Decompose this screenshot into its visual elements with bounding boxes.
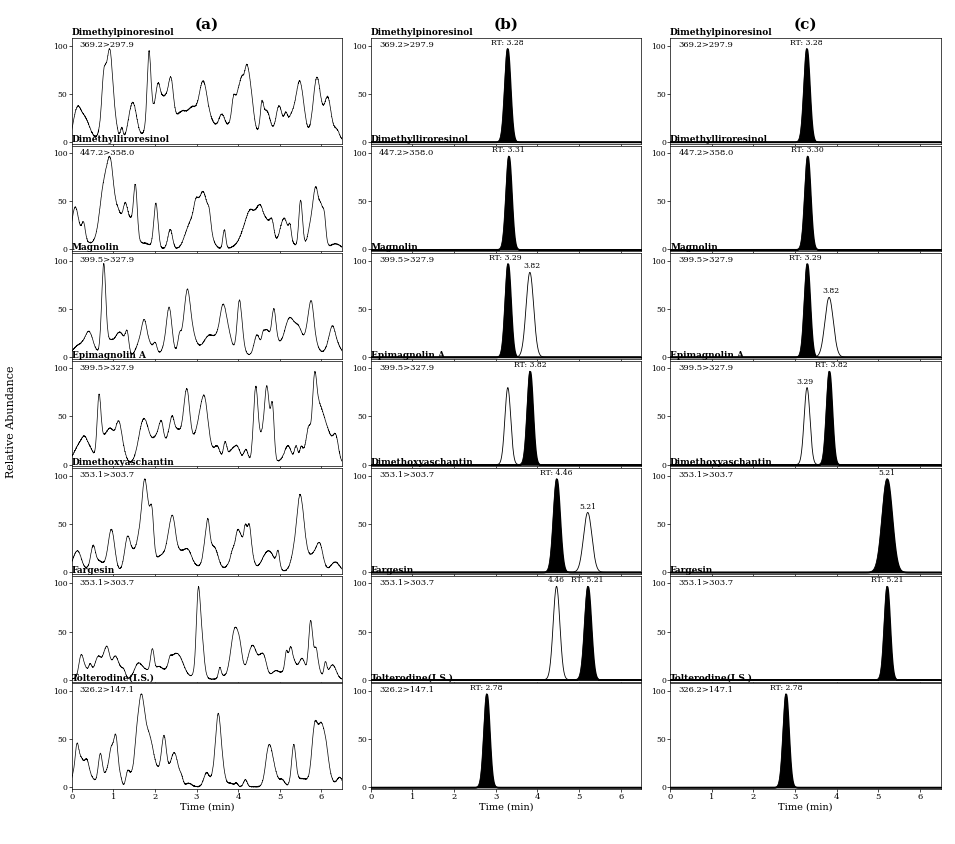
Text: Dimethylliroresinol: Dimethylliroresinol <box>72 136 170 144</box>
X-axis label: Time (min): Time (min) <box>778 803 833 812</box>
Text: 447.2>358.0: 447.2>358.0 <box>80 149 135 157</box>
X-axis label: Time (min): Time (min) <box>180 803 234 812</box>
Text: 353.1>303.7: 353.1>303.7 <box>80 579 135 587</box>
Text: Dimethylliroresinol: Dimethylliroresinol <box>670 136 768 144</box>
Text: Fargesin: Fargesin <box>72 565 115 575</box>
Text: 369.2>297.9: 369.2>297.9 <box>379 41 434 49</box>
Text: Fargesin: Fargesin <box>670 565 713 575</box>
Text: 447.2>358.0: 447.2>358.0 <box>678 149 733 157</box>
Text: RT: 5.21: RT: 5.21 <box>571 576 604 584</box>
Text: (a): (a) <box>195 17 219 31</box>
Text: RT: 3.28: RT: 3.28 <box>791 39 823 46</box>
Text: 399.5>327.9: 399.5>327.9 <box>80 364 135 372</box>
Text: RT: 4.46: RT: 4.46 <box>541 468 573 477</box>
Text: Epimagnolin A: Epimagnolin A <box>371 350 445 360</box>
Text: RT: 2.78: RT: 2.78 <box>770 684 802 692</box>
Text: RT: 5.21: RT: 5.21 <box>871 576 903 584</box>
Text: 399.5>327.9: 399.5>327.9 <box>678 364 733 372</box>
Text: Tolterodine(I.S.): Tolterodine(I.S.) <box>72 674 155 682</box>
Text: Magnolin: Magnolin <box>670 243 718 252</box>
X-axis label: Time (min): Time (min) <box>478 803 534 812</box>
Text: 399.5>327.9: 399.5>327.9 <box>379 364 435 372</box>
Text: 399.5>327.9: 399.5>327.9 <box>80 257 135 264</box>
Text: 369.2>297.9: 369.2>297.9 <box>678 41 733 49</box>
Text: Epimagnolin A: Epimagnolin A <box>72 350 145 360</box>
Text: 3.29: 3.29 <box>796 377 814 386</box>
Text: RT: 2.78: RT: 2.78 <box>470 684 503 692</box>
Text: 369.2>297.9: 369.2>297.9 <box>80 41 135 49</box>
Text: Tolterodine(I.S.): Tolterodine(I.S.) <box>371 674 454 682</box>
Text: Magnolin: Magnolin <box>72 243 119 252</box>
Text: Dimethylpinoresinol: Dimethylpinoresinol <box>72 28 174 37</box>
Text: RT: 3.82: RT: 3.82 <box>514 361 546 370</box>
Text: 326.2>147.1: 326.2>147.1 <box>678 686 733 695</box>
Text: 353.1>303.7: 353.1>303.7 <box>379 579 435 587</box>
Text: 447.2>358.0: 447.2>358.0 <box>379 149 435 157</box>
Text: 353.1>303.7: 353.1>303.7 <box>678 579 733 587</box>
Text: 5.21: 5.21 <box>879 468 896 477</box>
Text: (c): (c) <box>794 17 817 31</box>
Text: Dimethoxyaschantin: Dimethoxyaschantin <box>371 458 474 467</box>
Text: 399.5>327.9: 399.5>327.9 <box>678 257 733 264</box>
Text: 353.1>303.7: 353.1>303.7 <box>678 471 733 479</box>
Text: RT: 3.28: RT: 3.28 <box>491 39 523 46</box>
Text: 4.46: 4.46 <box>548 576 565 584</box>
Text: 353.1>303.7: 353.1>303.7 <box>379 471 435 479</box>
Text: 3.82: 3.82 <box>822 288 839 295</box>
Text: 3.82: 3.82 <box>523 262 541 270</box>
Text: Epimagnolin A: Epimagnolin A <box>670 350 744 360</box>
Text: 326.2>147.1: 326.2>147.1 <box>80 686 135 695</box>
Text: RT: 3.31: RT: 3.31 <box>492 146 525 154</box>
Text: Dimethylpinoresinol: Dimethylpinoresinol <box>371 28 474 37</box>
Text: RT: 3.82: RT: 3.82 <box>815 361 847 370</box>
Text: Dimethoxyaschantin: Dimethoxyaschantin <box>72 458 175 467</box>
Text: 5.21: 5.21 <box>580 502 596 511</box>
Text: 353.1>303.7: 353.1>303.7 <box>80 471 135 479</box>
Text: Fargesin: Fargesin <box>371 565 414 575</box>
Text: 326.2>147.1: 326.2>147.1 <box>379 686 434 695</box>
Text: (b): (b) <box>494 17 519 31</box>
Text: Magnolin: Magnolin <box>371 243 418 252</box>
Text: RT: 3.29: RT: 3.29 <box>489 254 522 262</box>
Text: RT: 3.29: RT: 3.29 <box>789 254 821 262</box>
Text: Dimethoxyaschantin: Dimethoxyaschantin <box>670 458 773 467</box>
Text: 399.5>327.9: 399.5>327.9 <box>379 257 435 264</box>
Text: Tolterodine(I.S.): Tolterodine(I.S.) <box>670 674 753 682</box>
Text: Dimethylliroresinol: Dimethylliroresinol <box>371 136 469 144</box>
Text: RT: 3.30: RT: 3.30 <box>791 146 824 154</box>
Text: Relative Abundance: Relative Abundance <box>7 365 16 479</box>
Text: Dimethylpinoresinol: Dimethylpinoresinol <box>670 28 773 37</box>
